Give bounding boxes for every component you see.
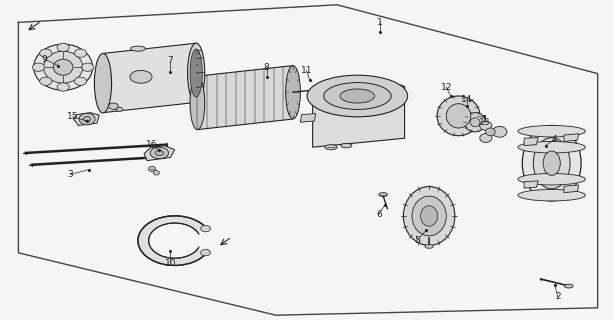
Polygon shape <box>524 138 538 146</box>
Text: 4: 4 <box>552 135 558 144</box>
Ellipse shape <box>340 89 375 103</box>
Text: 10: 10 <box>165 259 176 268</box>
Ellipse shape <box>533 138 570 189</box>
Text: 5: 5 <box>414 236 420 245</box>
Ellipse shape <box>464 113 486 132</box>
Text: 13: 13 <box>479 118 490 127</box>
Ellipse shape <box>522 125 581 201</box>
Ellipse shape <box>379 193 387 196</box>
Ellipse shape <box>518 189 585 201</box>
Polygon shape <box>313 83 405 147</box>
Ellipse shape <box>421 206 438 226</box>
Ellipse shape <box>200 225 210 232</box>
Ellipse shape <box>518 141 585 153</box>
Ellipse shape <box>518 125 585 137</box>
Ellipse shape <box>200 250 210 256</box>
Ellipse shape <box>480 133 492 142</box>
Ellipse shape <box>286 66 300 119</box>
Polygon shape <box>138 216 207 265</box>
Ellipse shape <box>57 43 69 52</box>
Polygon shape <box>74 113 99 125</box>
Ellipse shape <box>32 63 45 71</box>
Ellipse shape <box>412 196 446 236</box>
Ellipse shape <box>190 76 205 130</box>
Ellipse shape <box>190 49 202 97</box>
Text: 8: 8 <box>264 63 270 72</box>
Ellipse shape <box>74 49 86 57</box>
Ellipse shape <box>307 75 408 117</box>
Text: 1: 1 <box>377 18 383 27</box>
Ellipse shape <box>155 150 164 156</box>
Ellipse shape <box>341 143 352 148</box>
Polygon shape <box>300 114 316 122</box>
Ellipse shape <box>479 121 492 130</box>
Ellipse shape <box>437 96 480 136</box>
Ellipse shape <box>40 49 52 57</box>
Polygon shape <box>564 185 579 193</box>
Ellipse shape <box>403 187 455 245</box>
Polygon shape <box>144 146 175 161</box>
Ellipse shape <box>485 128 495 136</box>
Polygon shape <box>197 66 293 130</box>
Ellipse shape <box>109 103 118 109</box>
Ellipse shape <box>425 244 433 248</box>
Ellipse shape <box>446 104 471 128</box>
Ellipse shape <box>53 59 73 75</box>
Polygon shape <box>103 43 196 113</box>
Ellipse shape <box>83 116 91 122</box>
Ellipse shape <box>543 151 560 175</box>
Ellipse shape <box>40 77 52 85</box>
Ellipse shape <box>116 107 123 112</box>
Ellipse shape <box>153 171 159 175</box>
Ellipse shape <box>188 43 205 103</box>
Ellipse shape <box>150 147 169 159</box>
Text: 9: 9 <box>42 55 48 64</box>
Polygon shape <box>524 181 538 188</box>
Text: 3: 3 <box>67 170 74 179</box>
Text: 11: 11 <box>301 66 312 75</box>
Ellipse shape <box>492 126 507 137</box>
Ellipse shape <box>131 46 145 51</box>
Text: 12: 12 <box>441 83 452 92</box>
Polygon shape <box>564 134 579 141</box>
Ellipse shape <box>34 44 93 90</box>
Text: 15: 15 <box>67 112 78 121</box>
Ellipse shape <box>148 166 156 172</box>
Text: 2: 2 <box>555 292 561 301</box>
Ellipse shape <box>82 63 94 71</box>
Ellipse shape <box>79 113 95 125</box>
Ellipse shape <box>74 77 86 85</box>
Ellipse shape <box>325 145 337 150</box>
Ellipse shape <box>94 53 112 113</box>
Ellipse shape <box>130 70 152 83</box>
Text: 7: 7 <box>167 56 173 65</box>
Ellipse shape <box>565 284 573 288</box>
Ellipse shape <box>57 83 69 91</box>
Text: 6: 6 <box>376 210 382 219</box>
Ellipse shape <box>324 83 391 109</box>
Ellipse shape <box>470 118 480 127</box>
Ellipse shape <box>44 51 83 83</box>
Ellipse shape <box>518 173 585 185</box>
Text: 16: 16 <box>147 140 158 149</box>
Text: 14: 14 <box>462 95 473 104</box>
